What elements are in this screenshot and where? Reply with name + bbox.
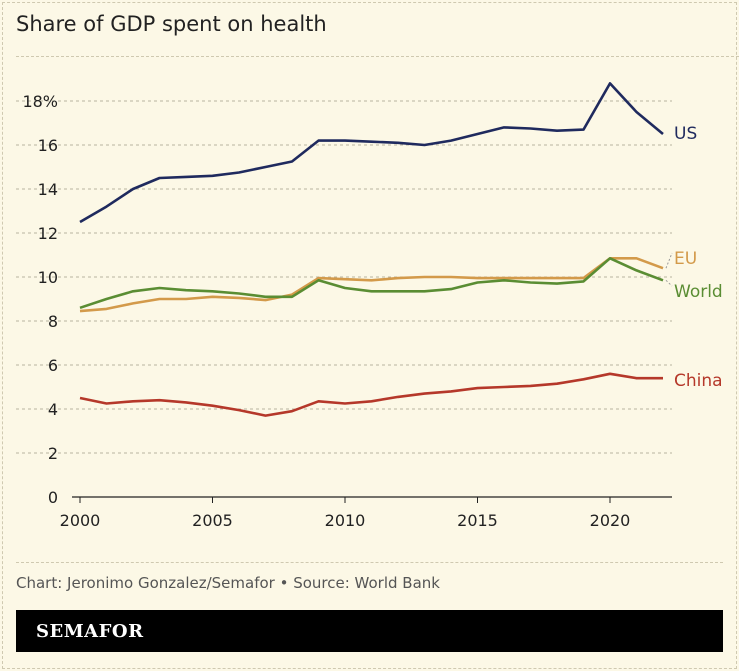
y-tick-label: 18% <box>22 92 58 111</box>
x-tick-label: 2020 <box>590 511 631 530</box>
series-line-eu <box>79 256 664 313</box>
y-tick-label: 10 <box>38 268 58 287</box>
y-tick-label: 6 <box>48 356 58 375</box>
semafor-logo: SEMAFOR <box>36 621 144 642</box>
divider <box>16 562 723 563</box>
y-tick-label: 14 <box>38 180 58 199</box>
series-label-eu: EU <box>674 249 697 269</box>
leader-line <box>665 279 673 287</box>
y-tick-label: 16 <box>38 136 58 155</box>
x-tick-label: 2005 <box>192 511 233 530</box>
x-tick-label: 2000 <box>60 511 101 530</box>
divider <box>16 56 739 57</box>
y-tick-label: 12 <box>38 224 58 243</box>
chart-title: Share of GDP spent on health <box>16 12 327 36</box>
y-tick-label: 8 <box>48 312 58 331</box>
source-credit: Chart: Jeronimo Gonzalez/Semafor • Sourc… <box>16 574 440 592</box>
y-tick-label: 2 <box>48 444 58 463</box>
y-tick-label: 4 <box>48 400 58 419</box>
line-chart: 0 2 4 6 8 10 12 14 16 18% 2000 2005 2010 2015 2020 US EU… <box>16 82 723 530</box>
series-line-world <box>79 256 664 310</box>
series-label-world: World <box>674 282 723 302</box>
brand-bar: SEMAFOR <box>16 610 723 652</box>
series-line-china <box>79 372 663 417</box>
series-line-us <box>79 82 664 224</box>
series-label-china: China <box>674 371 723 391</box>
x-tick-label: 2010 <box>325 511 366 530</box>
x-tick-label: 2015 <box>457 511 498 530</box>
leader-line <box>665 252 673 269</box>
series-label-us: US <box>674 124 697 144</box>
y-tick-label: 0 <box>48 488 58 507</box>
